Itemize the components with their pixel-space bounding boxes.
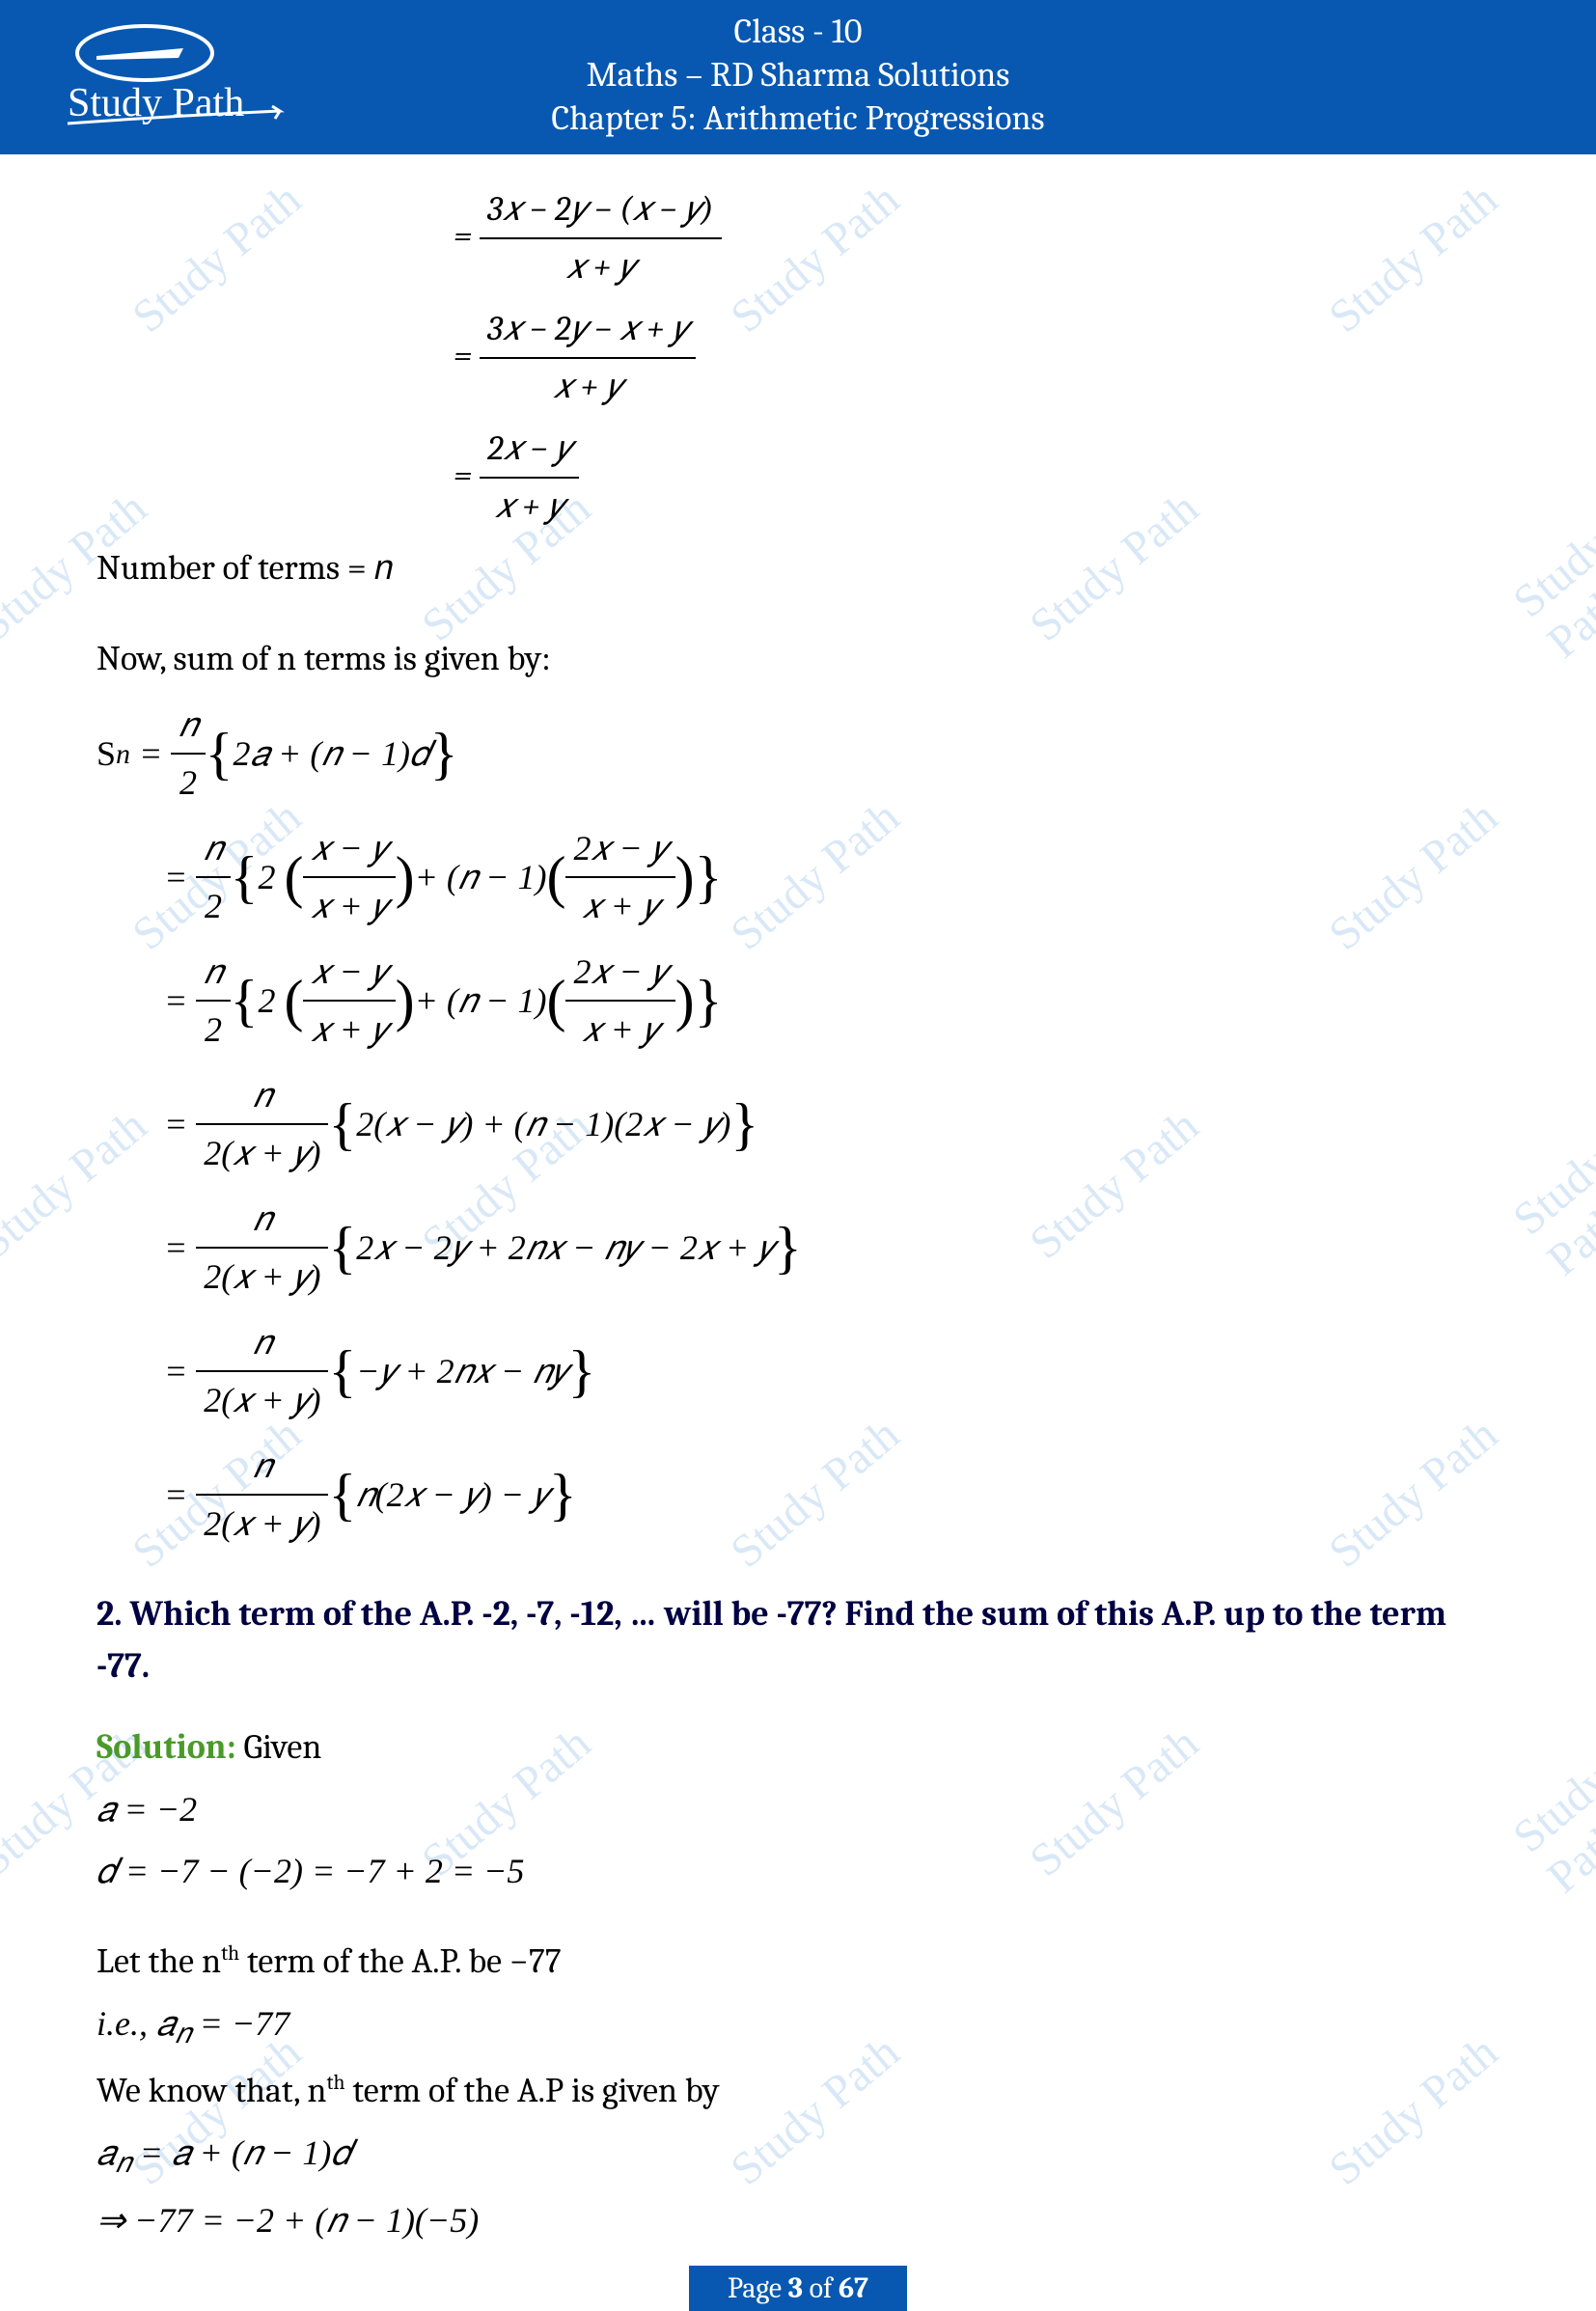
given-text: Given <box>236 1727 322 1767</box>
sn-body1: 2𝑎 + (𝑛 − 1)𝑑 <box>233 728 429 780</box>
sn-frac-d: 2 <box>171 755 205 809</box>
sn-lhs: S <box>96 728 116 780</box>
sn-line6: = 𝑛2(𝑥 + 𝑦) {−𝑦 + 2𝑛𝑥 − 𝑛𝑦} <box>164 1316 1500 1426</box>
equation-3: = 2𝑥 − 𝑦𝑥 + 𝑦 <box>454 423 1500 533</box>
footer-num: 3 <box>788 2271 803 2305</box>
sum-intro: Now, sum of n terms is given by: <box>96 633 1500 685</box>
sn-line2: = 𝑛2 {2 (𝑥 − 𝑦𝑥 + 𝑦) + (𝑛 − 1) (2𝑥 − 𝑦𝑥 … <box>164 822 1500 932</box>
logo-icon: Study Path <box>58 19 289 135</box>
eq1-den: 𝑥 + 𝑦 <box>480 239 721 293</box>
footer-pre: Page <box>728 2271 788 2305</box>
footer-mid: of <box>803 2271 839 2305</box>
sol-d: 𝑑 = −7 − (−2) = −7 + 2 = −5 <box>96 1845 1500 1897</box>
eq2-num: 3𝑥 − 2𝑦 − 𝑥 + 𝑦 <box>480 303 696 359</box>
sn-frac-n: 𝑛 <box>171 699 205 755</box>
footer-box: Page 3 of 67 <box>689 2266 907 2311</box>
logo: Study Path <box>58 19 289 135</box>
sn-line1: Sn = 𝑛2 {2𝑎 + (𝑛 − 1)𝑑} <box>96 699 1500 809</box>
sn-line4: = 𝑛2(𝑥 + 𝑦) {2(𝑥 − 𝑦) + (𝑛 − 1)(2𝑥 − 𝑦)} <box>164 1069 1500 1179</box>
imply-line: ⇒ −77 = −2 + (𝑛 − 1)(−5) <box>96 2194 1500 2246</box>
page-header: Study Path Class - 10 Maths – RD Sharma … <box>0 0 1596 154</box>
sn-line3: = 𝑛2 {2 (𝑥 − 𝑦𝑥 + 𝑦) + (𝑛 − 1) (2𝑥 − 𝑦𝑥 … <box>164 946 1500 1056</box>
page-footer: Page 3 of 67 <box>0 2266 1596 2311</box>
know-line: We know that, nth term of the A.P is giv… <box>96 2065 1500 2117</box>
let-line: Let the nth term of the A.P. be −77 <box>96 1936 1500 1988</box>
solution-line: Solution: Given <box>96 1721 1500 1774</box>
an-formula: 𝑎𝑛 = 𝑎 + (𝑛 − 1)𝑑 <box>96 2127 1500 2185</box>
sn-line7: = 𝑛2(𝑥 + 𝑦) {𝑛(2𝑥 − 𝑦) − 𝑦} <box>164 1440 1500 1550</box>
sn-lhs-sub: n <box>116 732 130 776</box>
number-of-terms: Number of terms = 𝑛 <box>96 542 1500 594</box>
equation-2: = 3𝑥 − 2𝑦 − 𝑥 + 𝑦𝑥 + 𝑦 <box>454 303 1500 413</box>
sol-a: 𝑎 = −2 <box>96 1783 1500 1835</box>
solution-label: Solution: <box>96 1727 236 1767</box>
eq1-num: 3𝑥 − 2𝑦 − (𝑥 − 𝑦) <box>480 183 721 239</box>
equation-1: = 3𝑥 − 2𝑦 − (𝑥 − 𝑦)𝑥 + 𝑦 <box>454 183 1500 293</box>
page-content: = 3𝑥 − 2𝑦 − (𝑥 − 𝑦)𝑥 + 𝑦 = 3𝑥 − 2𝑦 − 𝑥 +… <box>0 154 1596 2295</box>
eq3-den: 𝑥 + 𝑦 <box>480 479 579 533</box>
footer-total: 67 <box>839 2271 868 2305</box>
question-2: 2. Which term of the A.P. -2, -7, -12, …… <box>96 1588 1500 1692</box>
ie-line: i.e., 𝑎𝑛 = −77 <box>96 1997 1500 2055</box>
eq2-den: 𝑥 + 𝑦 <box>480 359 696 413</box>
sn-line5: = 𝑛2(𝑥 + 𝑦) {2𝑥 − 2𝑦 + 2𝑛𝑥 − 𝑛𝑦 − 2𝑥 + 𝑦… <box>164 1193 1500 1303</box>
eq3-num: 2𝑥 − 𝑦 <box>480 423 579 479</box>
